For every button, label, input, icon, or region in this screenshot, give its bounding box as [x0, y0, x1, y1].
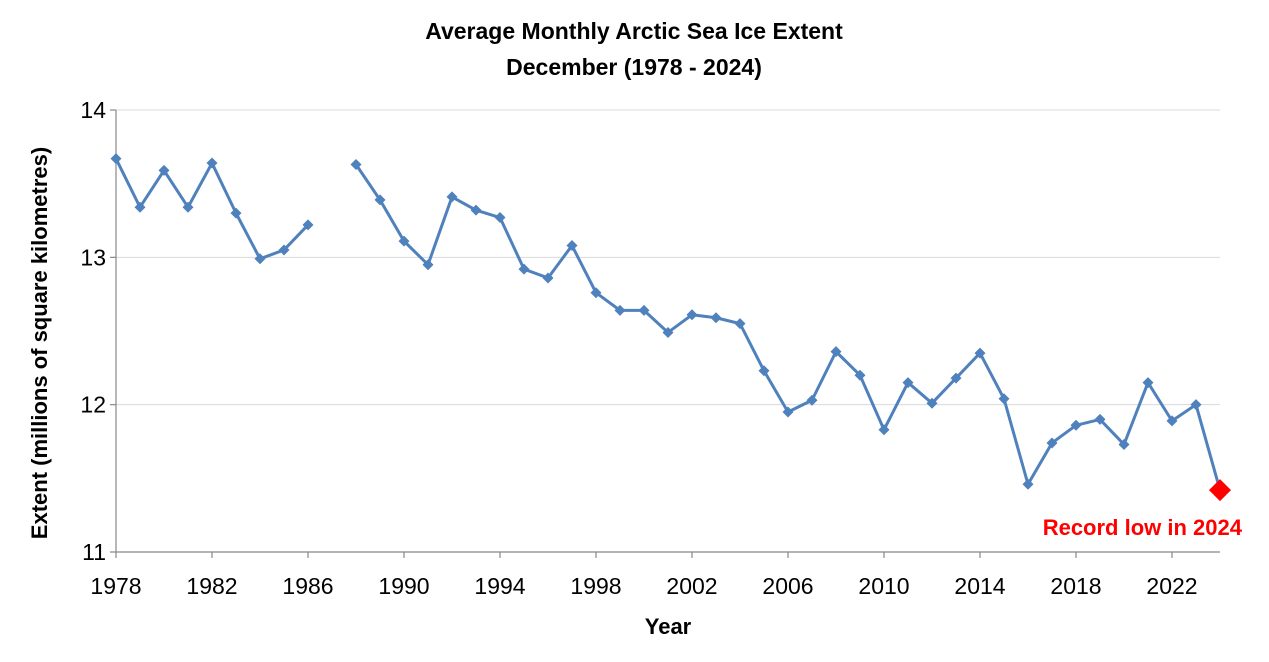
data-point: [998, 393, 1010, 405]
series-line: [354, 163, 1222, 491]
data-point: [806, 394, 818, 406]
x-tick-label: 1978: [90, 573, 141, 599]
x-tick-label: 1986: [282, 573, 333, 599]
y-tick-label: 14: [80, 97, 106, 123]
x-tick-label: 2018: [1050, 573, 1101, 599]
data-point: [782, 406, 794, 418]
data-point: [638, 304, 650, 316]
data-point: [662, 326, 674, 338]
data-point: [398, 235, 410, 247]
record-low-marker: [1209, 479, 1231, 502]
data-point: [1142, 377, 1154, 389]
series-line: [114, 157, 310, 261]
data-point: [950, 372, 962, 384]
data-point: [206, 157, 218, 169]
y-tick-label: 11: [82, 539, 106, 565]
data-point: [1190, 399, 1202, 411]
data-point: [686, 309, 698, 321]
data-point: [974, 347, 986, 359]
data-point: [854, 369, 866, 381]
data-point: [158, 164, 170, 176]
x-tick-label: 1982: [186, 573, 237, 599]
data-point: [614, 304, 626, 316]
data-point: [1022, 478, 1034, 490]
data-point: [1166, 415, 1178, 427]
data-point: [302, 219, 314, 231]
x-tick-label: 1998: [570, 573, 621, 599]
record-low-annotation: Record low in 2024: [1043, 515, 1243, 540]
highlight-layer: Record low in 2024: [1043, 479, 1243, 540]
data-point: [710, 312, 722, 324]
data-point: [1118, 438, 1130, 450]
data-point: [590, 287, 602, 299]
data-point: [182, 201, 194, 213]
y-axis-title: Extent (millions of square kilometres): [27, 147, 52, 539]
data-point: [134, 201, 146, 213]
series-layer: [110, 153, 1222, 491]
x-tick-label: 2022: [1146, 573, 1197, 599]
data-point: [926, 397, 938, 409]
x-tick-label: 2014: [954, 573, 1005, 599]
data-point: [446, 191, 458, 203]
data-point: [734, 318, 746, 330]
data-point: [374, 194, 386, 206]
data-point: [902, 377, 914, 389]
data-point: [518, 263, 530, 275]
data-point: [542, 272, 554, 284]
data-point: [422, 259, 434, 271]
data-point: [1094, 413, 1106, 425]
data-point: [470, 204, 482, 216]
axis-layer: 11 12 13 14 1978 1982 1986 1990 1994 1998 2002 2006…: [80, 97, 1220, 599]
data-point: [110, 153, 122, 165]
x-tick-label: 2006: [762, 573, 813, 599]
grid-layer: [116, 109, 1220, 406]
data-point: [1046, 437, 1058, 449]
x-axis-title: Year: [645, 614, 692, 639]
x-tick-label: 2002: [666, 573, 717, 599]
chart-subtitle: December (1978 - 2024): [506, 54, 762, 80]
data-point: [278, 244, 290, 256]
y-tick-label: 12: [80, 392, 106, 418]
data-point: [1070, 419, 1082, 431]
chart-title: Average Monthly Arctic Sea Ice Extent: [425, 18, 843, 44]
x-tick-label: 1994: [474, 573, 525, 599]
data-point: [494, 212, 506, 224]
x-tick-label: 1990: [378, 573, 429, 599]
data-point: [830, 346, 842, 358]
data-point: [878, 424, 890, 436]
data-point: [230, 207, 242, 219]
data-point: [254, 253, 266, 265]
data-point: [350, 159, 362, 171]
data-point: [758, 365, 770, 377]
x-tick-label: 2010: [858, 573, 909, 599]
y-tick-label: 13: [80, 244, 106, 270]
data-point: [566, 240, 578, 252]
